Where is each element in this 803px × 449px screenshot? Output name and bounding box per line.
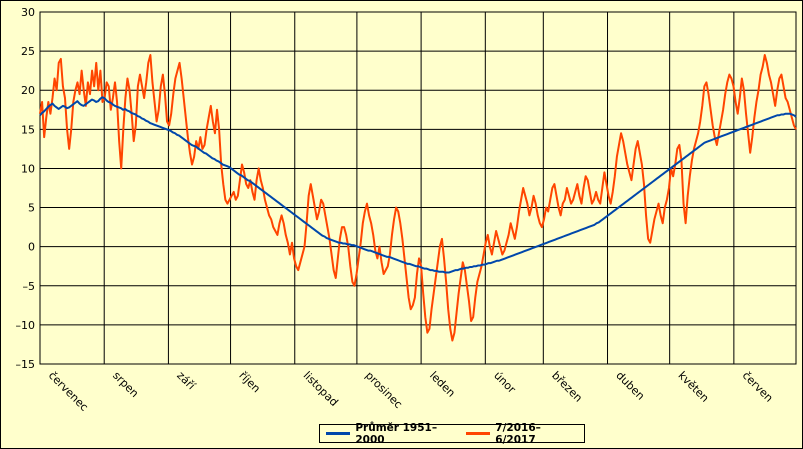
legend: Průměr 1951–2000 7/2016–6/2017 <box>319 421 585 446</box>
y-tick-label: 15 <box>21 123 35 136</box>
legend-item-average: Průměr 1951–2000 <box>326 422 452 446</box>
y-tick-label: –15 <box>16 358 36 371</box>
x-tick-label-month: leden <box>427 369 458 400</box>
x-tick-label-month: říjen <box>236 369 262 395</box>
y-tick-label: 20 <box>21 84 35 97</box>
y-tick-label: 30 <box>21 6 35 19</box>
x-tick-label-month: červen <box>740 369 776 405</box>
y-tick-label: 5 <box>28 202 35 215</box>
legend-item-current: 7/2016–6/2017 <box>465 421 570 446</box>
x-tick-label-month: březen <box>549 369 585 405</box>
y-tick-label: –10 <box>16 319 36 332</box>
x-tick-label-month: srpen <box>110 369 141 400</box>
series-line-average <box>39 96 797 274</box>
x-tick-label-month: červenec <box>46 369 91 414</box>
legend-swatch-current <box>465 432 491 435</box>
x-tick-label-month: květen <box>676 369 712 405</box>
x-tick-label-month: únor <box>491 369 518 396</box>
x-tick-label-month: duben <box>613 369 647 403</box>
y-tick-label: 10 <box>21 162 35 175</box>
y-tick-label: 0 <box>28 241 35 254</box>
legend-label-current: 7/2016–6/2017 <box>495 421 541 446</box>
legend-swatch-average <box>326 432 351 435</box>
y-tick-label: –5 <box>23 280 36 293</box>
x-tick-label-month: listopad <box>301 369 341 409</box>
y-tick-label: 25 <box>21 45 35 58</box>
legend-label-average: Průměr 1951–2000 <box>355 421 438 446</box>
x-tick-label-month: prosinec <box>363 369 405 411</box>
x-tick-label-month: září <box>174 369 198 393</box>
